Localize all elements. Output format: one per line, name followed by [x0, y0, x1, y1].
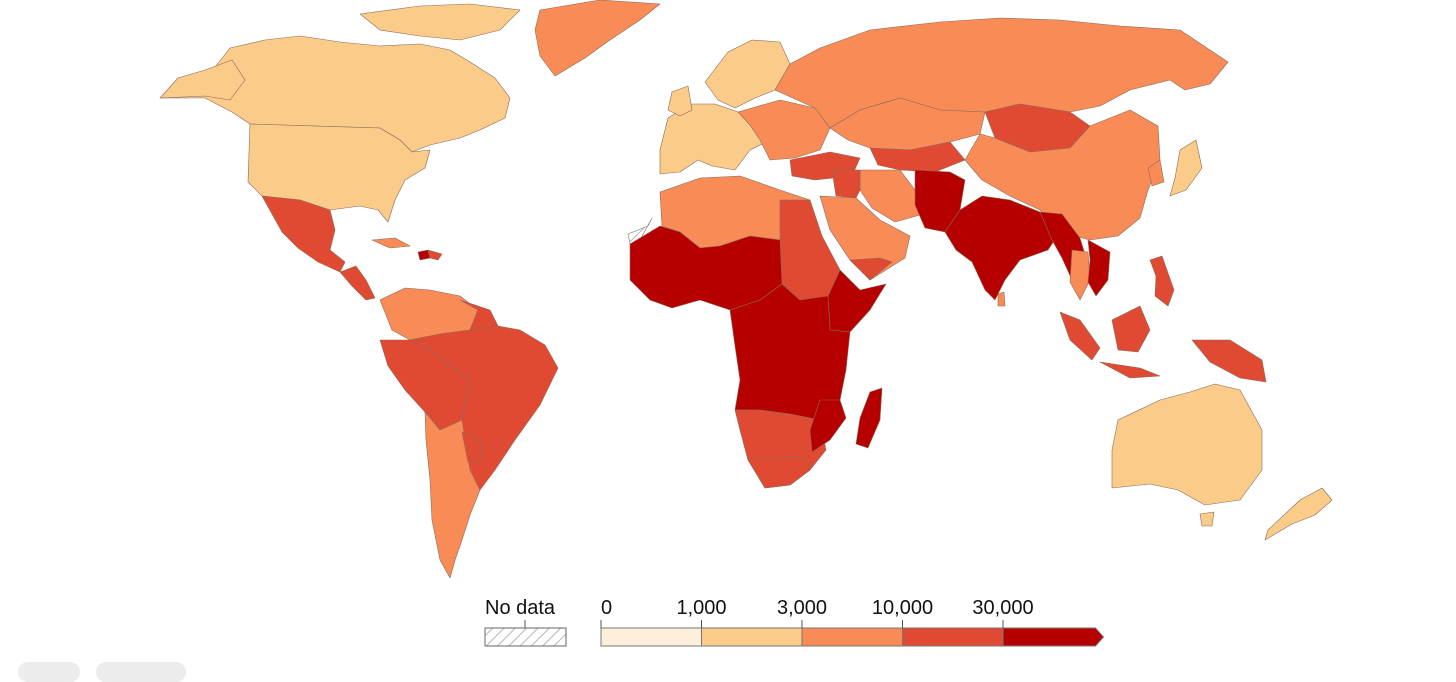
country-iran[interactable] — [859, 169, 921, 223]
bottom-tab-2[interactable] — [96, 662, 186, 682]
country-india[interactable] — [944, 195, 1061, 301]
country-south-africa[interactable] — [747, 455, 811, 489]
country-iraq-syria[interactable] — [831, 169, 861, 199]
country-arctic-islands[interactable] — [359, 3, 521, 41]
country-central-asia[interactable] — [869, 141, 966, 173]
country-western-europe[interactable] — [659, 103, 771, 175]
country-korea[interactable] — [1147, 159, 1165, 187]
country-greenland[interactable] — [534, 0, 661, 77]
country-horn-of-africa[interactable] — [827, 269, 887, 333]
country-indochina[interactable] — [1087, 239, 1111, 297]
country-dominican-republic[interactable] — [427, 249, 443, 261]
country-central-africa[interactable] — [729, 283, 851, 421]
country-tasmania[interactable] — [1199, 511, 1215, 527]
country-china[interactable] — [964, 109, 1161, 241]
country-scandinavia[interactable] — [704, 39, 791, 109]
country-brazil[interactable] — [409, 325, 559, 491]
country-australia[interactable] — [1111, 383, 1263, 506]
country-philippines[interactable] — [1149, 255, 1175, 307]
country-western-sahara[interactable] — [627, 217, 653, 245]
country-japan[interactable] — [1169, 139, 1203, 197]
country-thailand[interactable] — [1069, 249, 1091, 301]
country-paraguay[interactable] — [461, 431, 483, 463]
country-central-america[interactable] — [339, 265, 376, 301]
country-sri-lanka[interactable] — [997, 291, 1006, 307]
country-mozambique[interactable] — [809, 399, 847, 453]
bottom-tab-1[interactable] — [18, 662, 80, 682]
country-cuba[interactable] — [371, 237, 411, 249]
country-yemen[interactable] — [849, 257, 893, 281]
country-new-zealand[interactable] — [1264, 487, 1333, 541]
country-papua[interactable] — [1191, 339, 1267, 383]
country-arabian-peninsula[interactable] — [819, 195, 911, 281]
country-java[interactable] — [1099, 361, 1161, 379]
country-eastern-europe[interactable] — [737, 99, 831, 161]
country-mexico[interactable] — [261, 195, 346, 273]
country-madagascar[interactable] — [855, 387, 883, 449]
country-borneo[interactable] — [1111, 305, 1151, 353]
country-malaysia-sumatra[interactable] — [1059, 311, 1101, 361]
country-alaska[interactable] — [159, 59, 246, 101]
country-uk-ireland[interactable] — [667, 85, 693, 117]
